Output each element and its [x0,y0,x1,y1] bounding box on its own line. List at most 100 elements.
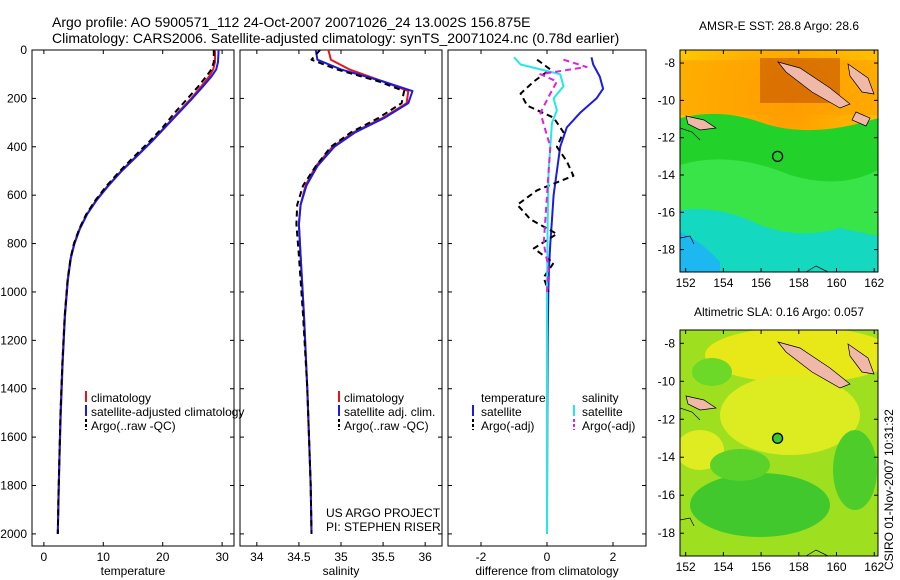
legend-label-temp-argo: Argo(-adj) [481,419,534,433]
series-line [516,58,575,293]
sst-island-2 [847,63,875,95]
series-line [297,50,410,534]
series-line [295,50,406,534]
map-y-tick-label: -12 [658,412,676,426]
map-x-tick-label: 152 [676,276,696,290]
x-tick-label: 20 [156,550,170,564]
map-x-tick-label: 158 [789,560,809,574]
map-y-tick-label: -16 [658,205,676,219]
sst-coast-3 [805,265,829,272]
series-line [539,58,588,293]
legend-label-climatology: climatology [344,391,404,405]
series-line [546,57,605,534]
x-axis-label: temperature [101,564,166,578]
y-tick-label: 400 [7,140,27,154]
sst-map-axes: 152 154 156 158 160 162 -8 -10 -12 -14 -16 -18 [658,49,885,290]
sla-island-1 [777,341,851,389]
legend-label-climatology: climatology [91,391,151,405]
y-tick-label: 1000 [0,285,27,299]
sla-field-green-1 [692,358,732,386]
x-tick-label: 10 [97,550,111,564]
sla-field-yellow-2 [720,375,860,455]
sla-island-3 [685,395,717,411]
x-tick-label: 0 [41,550,48,564]
map-y-tick-label: -10 [658,374,676,388]
legend-heading-salinity: salinity [582,391,619,405]
map-y-tick-label: -14 [658,168,676,182]
y-tick-label: 0 [20,43,27,57]
sst-island-1 [777,61,851,109]
series-line [56,50,216,534]
timestamp-label: CSIRO 01-Nov-2007 10:31:32 [882,409,896,570]
header-line-1: Argo profile: AO 5900571_112 24-Oct-2007… [52,14,530,30]
map-y-tick-label: -18 [658,243,676,257]
map-y-tick-label: -16 [658,488,676,502]
x-tick-label: -2 [476,550,487,564]
x-tick-label: 34 [250,550,264,564]
header-line-2: Climatology: CARS2006. Satellite-adjuste… [52,30,619,46]
y-tick-label: 1600 [0,430,27,444]
y-tick-label: 1400 [0,382,27,396]
series-line [513,56,565,534]
map-x-tick-label: 156 [751,560,771,574]
sst-island-3 [851,111,871,127]
map-y-tick-label: -8 [664,56,675,70]
y-tick-label: 1200 [0,333,27,347]
sla-coast-3 [805,549,829,556]
x-axis-label: difference from climatology [475,564,618,578]
map-x-tick-label: 154 [713,276,733,290]
series-group [56,50,220,534]
series-group [513,56,605,534]
sla-map [680,330,878,556]
legend-label-satellite: satellite adj. clim. [344,405,435,419]
sla-coast-1 [680,407,701,421]
sst-map-title: AMSR-E SST: 28.8 Argo: 28.6 [699,19,859,33]
sla-field-green-2 [690,473,830,537]
sla-coast-2 [680,517,695,527]
salinity-legend: climatology satellite adj. clim. Argo(..… [338,391,435,433]
plot-frame [239,49,443,547]
x-tick-label: 0 [544,550,551,564]
sst-coast-1 [680,127,701,141]
salinity-plot: 34 34.5 35 35.5 36 salinity [239,49,443,578]
float-marker [771,150,784,163]
y-tick-label: 800 [7,237,27,251]
sla-island-2 [847,343,875,375]
series-group [295,50,414,534]
map-frame [679,49,879,273]
y-tick-label: 200 [7,91,27,105]
y-tick-label: 1800 [0,479,27,493]
legend-label-satellite: satellite-adjusted climatology [91,405,244,419]
sla-field-green-4 [710,449,770,481]
y-tick-label: 2000 [0,527,27,541]
plot-frame [31,49,235,547]
map-y-tick-label: -8 [664,336,675,350]
y-tick-label: 600 [7,188,27,202]
map-y-tick-label: -18 [658,526,676,540]
x-tick-label: 36 [418,550,432,564]
legend-label-sal-satellite: satellite [582,405,623,419]
map-x-tick-label: 160 [826,560,846,574]
x-tick-label: 2 [610,550,617,564]
map-x-tick-label: 152 [676,560,696,574]
sst-field-cyan [680,209,878,272]
legend-label-sal-argo: Argo(-adj) [582,419,635,433]
map-x-tick-label: 156 [751,276,771,290]
sst-island-4 [685,115,717,131]
sst-coast-2 [680,235,695,245]
sst-map [680,50,878,272]
series-line [56,50,215,534]
map-x-tick-label: 162 [864,276,884,290]
map-y-tick-label: -12 [658,131,676,145]
map-y-tick-label: -10 [658,93,676,107]
sst-field-blue [680,232,720,272]
difference-legend: temperature satellite Argo(-adj) salinit… [472,391,635,433]
sla-map-axes: 152 154 156 158 160 162 -8 -10 -12 -14 -16 -18 [658,329,885,574]
project-label: US ARGO PROJECT [326,506,441,520]
x-tick-label: 30 [215,550,229,564]
legend-label-temp-satellite: satellite [481,405,522,419]
x-tick-label: 35.5 [371,550,395,564]
series-line [56,50,220,534]
